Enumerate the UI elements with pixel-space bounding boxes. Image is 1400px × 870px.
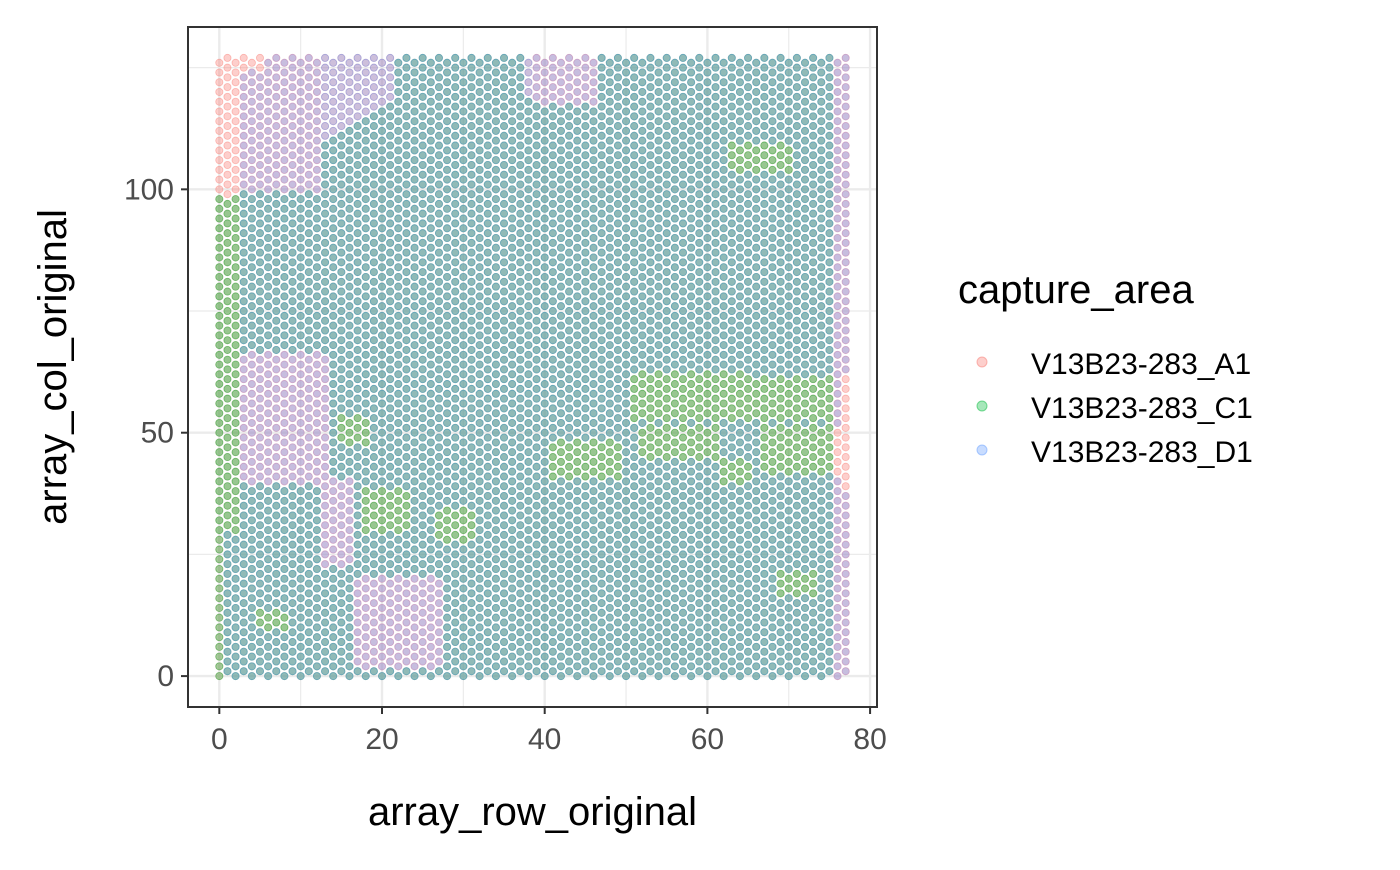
data-point (232, 69, 239, 76)
data-point (842, 444, 849, 451)
data-point (216, 88, 223, 95)
data-point (216, 118, 223, 125)
data-point (842, 473, 849, 480)
data-point (232, 108, 239, 115)
data-point (834, 429, 841, 436)
data-point (240, 64, 247, 71)
points-layer (216, 54, 850, 679)
data-point (224, 103, 231, 110)
data-point (232, 98, 239, 105)
data-point (224, 93, 231, 100)
data-point (232, 118, 239, 125)
data-point (216, 147, 223, 154)
data-point (216, 137, 223, 144)
data-point (216, 98, 223, 105)
data-point (240, 54, 247, 61)
data-point (842, 453, 849, 460)
data-point (842, 424, 849, 431)
data-point (216, 108, 223, 115)
data-point (216, 79, 223, 86)
data-point (224, 64, 231, 71)
data-point (224, 181, 231, 188)
data-point (216, 176, 223, 183)
data-point (842, 463, 849, 470)
data-point (224, 54, 231, 61)
data-point (834, 458, 841, 465)
data-point (842, 376, 849, 383)
data-point (232, 176, 239, 183)
data-point (834, 449, 841, 456)
data-point (224, 132, 231, 139)
data-point (224, 191, 231, 198)
data-point (224, 171, 231, 178)
data-point (842, 415, 849, 422)
data-point (256, 64, 263, 71)
data-point (232, 59, 239, 66)
data-point (232, 186, 239, 193)
data-point (232, 79, 239, 86)
data-point (256, 54, 263, 61)
data-point (224, 122, 231, 129)
data-point (232, 166, 239, 173)
data-point (248, 59, 255, 66)
data-point (232, 157, 239, 164)
data-point (232, 88, 239, 95)
data-point (842, 395, 849, 402)
data-point (842, 483, 849, 490)
data-point (842, 405, 849, 412)
data-point (224, 113, 231, 120)
data-point (224, 152, 231, 159)
data-point (224, 142, 231, 149)
data-point (232, 147, 239, 154)
data-point (216, 69, 223, 76)
data-point (216, 59, 223, 66)
data-point (834, 468, 841, 475)
data-point (224, 74, 231, 81)
data-point (232, 137, 239, 144)
data-point (216, 186, 223, 193)
data-point (216, 166, 223, 173)
data-point (224, 161, 231, 168)
data-point (224, 84, 231, 91)
data-point (842, 434, 849, 441)
data-point (216, 127, 223, 134)
data-point (842, 385, 849, 392)
data-point (232, 127, 239, 134)
data-point (216, 157, 223, 164)
data-point (834, 439, 841, 446)
